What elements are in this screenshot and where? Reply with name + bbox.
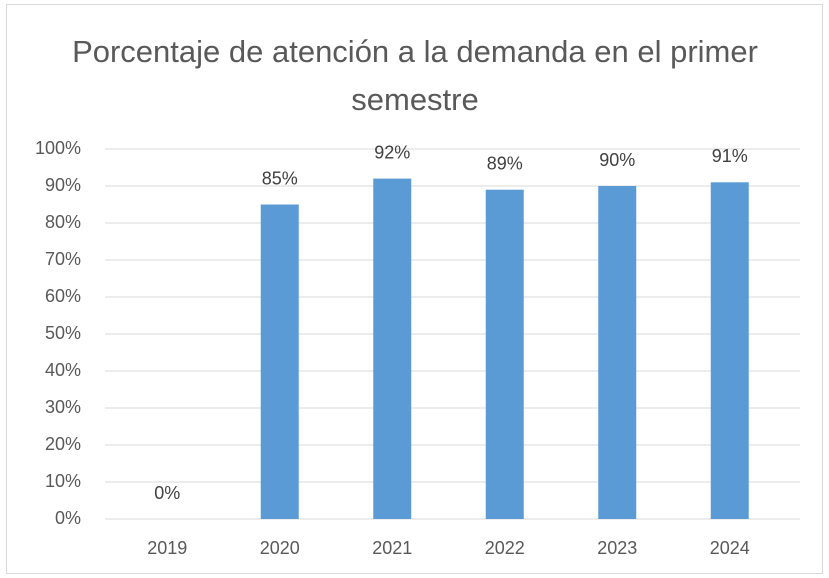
bar [260, 204, 299, 519]
y-tick-label: 30% [45, 397, 81, 417]
x-tick-label: 2022 [485, 538, 525, 558]
x-tick-label: 2024 [710, 538, 750, 558]
y-tick-label: 70% [45, 249, 81, 269]
value-label: 91% [712, 146, 748, 166]
chart-border [6, 4, 823, 574]
y-tick-label: 90% [45, 175, 81, 195]
y-tick-label: 60% [45, 286, 81, 306]
value-label: 0% [154, 483, 180, 503]
value-label: 89% [487, 153, 523, 173]
y-tick-label: 80% [45, 212, 81, 232]
bar [598, 186, 637, 519]
x-tick-label: 2020 [260, 538, 300, 558]
y-tick-label: 20% [45, 434, 81, 454]
y-tick-label: 40% [45, 360, 81, 380]
y-tick-label: 100% [35, 138, 81, 158]
chart-title: Porcentaje de atención a la demanda en e… [72, 34, 758, 117]
x-tick-label: 2023 [597, 538, 637, 558]
bar [710, 182, 749, 520]
value-label: 90% [599, 150, 635, 170]
x-tick-label: 2019 [147, 538, 187, 558]
y-tick-label: 50% [45, 323, 81, 343]
value-label: 85% [262, 168, 298, 188]
bar [485, 189, 524, 519]
value-label: 92% [374, 142, 410, 162]
y-tick-label: 10% [45, 471, 81, 491]
y-tick-label: 0% [55, 508, 81, 528]
x-tick-label: 2021 [372, 538, 412, 558]
bar [373, 178, 412, 519]
